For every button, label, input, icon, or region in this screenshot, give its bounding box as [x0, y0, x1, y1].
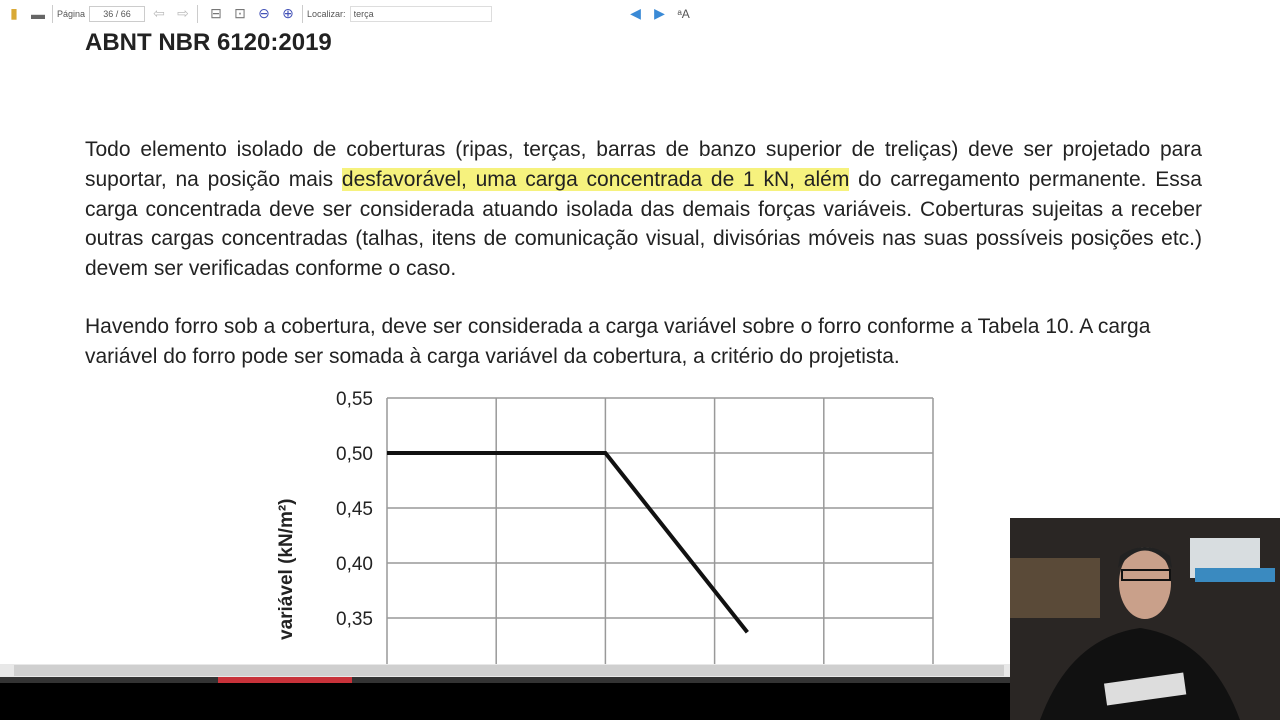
document-title: ABNT NBR 6120:2019	[85, 29, 332, 56]
y-tick-label: 0,35	[336, 609, 373, 630]
find-input[interactable]	[349, 5, 492, 22]
paragraph: Todo elemento isolado de coberturas (rip…	[85, 135, 1202, 284]
text-options-icon[interactable]: ᵃA	[677, 6, 690, 21]
paragraph-text: do carregamento permanente. Essa carga c…	[85, 167, 1202, 281]
fit-page-icon[interactable]: ⊡	[234, 5, 246, 21]
divider	[52, 4, 53, 23]
scrollbar-thumb[interactable]	[14, 665, 1004, 676]
y-tick-label: 0,45	[336, 499, 373, 520]
load-chart: 0,55 0,50 0,45 0,40 0,35 variável (kN/m²)	[276, 389, 934, 664]
fit-width-icon[interactable]: ⊟	[210, 5, 222, 21]
document-content: ABNT NBR 6120:2019 Todo elemento isolado…	[85, 29, 1202, 664]
find-label: Localizar:	[307, 8, 346, 19]
webcam-overlay	[1010, 518, 1280, 720]
divider	[197, 4, 199, 23]
zoom-in-icon[interactable]: ⊕	[282, 5, 294, 21]
find-next-icon[interactable]: ▶	[654, 5, 665, 21]
paragraph-text: Todo elemento isolado de coberturas (rip…	[85, 138, 1202, 191]
presenter-image	[1010, 538, 1275, 720]
paragraph: Havendo forro sob a cobertura, deve ser …	[85, 314, 1151, 368]
y-tick-label: 0,40	[336, 554, 373, 575]
bookmarks-icon[interactable]: ▮	[10, 5, 18, 21]
page-label: Página	[57, 8, 86, 19]
next-page-icon[interactable]: ⇨	[177, 5, 189, 21]
divider	[302, 4, 304, 23]
pdf-toolbar: ▮ ▬ Página ⇦ ⇨ ⊟ ⊡ ⊖ ⊕ Localizar: ◀ ▶ ᵃA	[0, 0, 1280, 27]
video-progress-bar[interactable]	[0, 677, 1010, 683]
zoom-out-icon[interactable]: ⊖	[258, 5, 270, 21]
horizontal-scrollbar[interactable]	[0, 664, 1010, 677]
y-tick-label: 0,50	[336, 444, 373, 465]
series-line	[387, 450, 749, 634]
prev-page-icon[interactable]: ⇦	[153, 5, 165, 21]
pdf-page: ▮ ▬ Página ⇦ ⇨ ⊟ ⊡ ⊖ ⊕ Localizar: ◀ ▶ ᵃA…	[0, 0, 1280, 664]
print-icon[interactable]: ▬	[31, 5, 45, 22]
video-progress-fill	[218, 677, 352, 683]
page-number-input[interactable]	[89, 5, 146, 22]
highlighted-text[interactable]: desfavorável, uma carga concentrada de 1…	[341, 167, 850, 191]
find-prev-icon[interactable]: ◀	[630, 5, 641, 21]
y-tick-label: 0,55	[336, 389, 373, 410]
y-axis-label: variável (kN/m²)	[276, 498, 297, 640]
